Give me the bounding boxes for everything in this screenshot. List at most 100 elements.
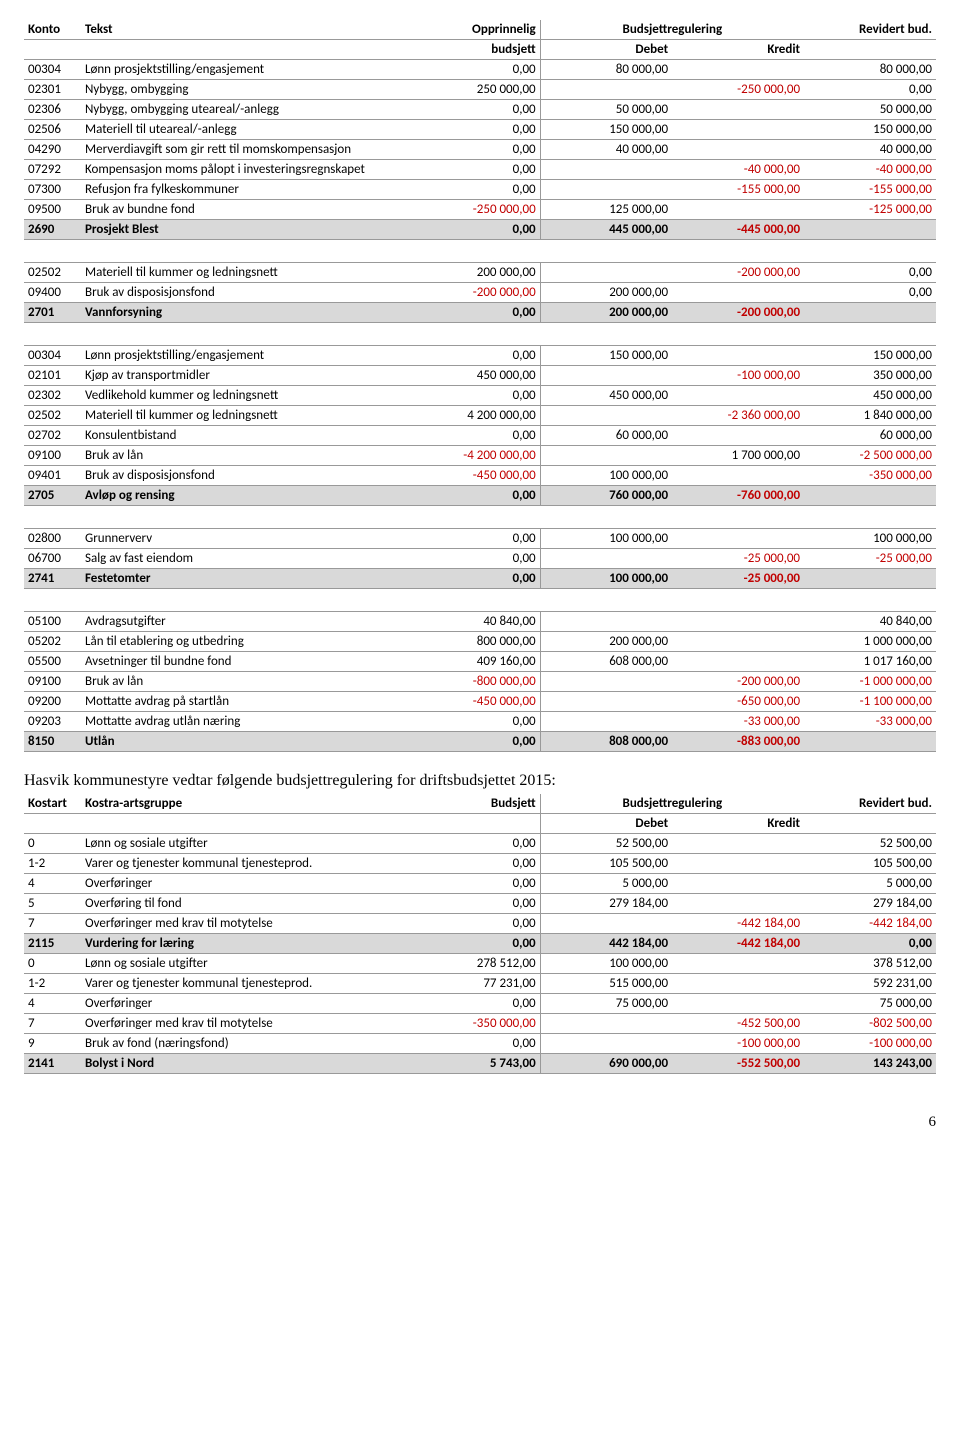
h-opprinnelig: Opprinnelig [408, 20, 540, 40]
value-cell: 5 000,00 [804, 874, 936, 894]
value-cell: 0,00 [408, 834, 540, 854]
text-cell: Bruk av disposisjonsfond [81, 283, 408, 303]
budget-table-1: Konto Tekst Opprinnelig Budsjettreguleri… [24, 20, 936, 752]
value-cell: 0,00 [408, 549, 540, 569]
value-cell: 0,00 [408, 712, 540, 732]
konto-cell: 07300 [24, 180, 81, 200]
page-number: 6 [24, 1114, 936, 1131]
h2-kredit: Kredit [672, 814, 804, 834]
konto-cell: 09200 [24, 692, 81, 712]
value-cell: 150 000,00 [804, 120, 936, 140]
value-cell [672, 994, 804, 1014]
value-cell [672, 529, 804, 549]
value-cell: 77 231,00 [408, 974, 540, 994]
text-cell: Bruk av bundne fond [81, 200, 408, 220]
value-cell [672, 834, 804, 854]
value-cell: 592 231,00 [804, 974, 936, 994]
konto-cell: 02306 [24, 100, 81, 120]
text-cell: Vedlikehold kummer og ledningsnett [81, 386, 408, 406]
value-cell [672, 632, 804, 652]
konto-cell: 09100 [24, 672, 81, 692]
value-cell [540, 263, 672, 283]
value-cell: 1 000 000,00 [804, 632, 936, 652]
konto-cell: 09400 [24, 283, 81, 303]
text-cell: Materiell til uteareal/-anlegg [81, 120, 408, 140]
value-cell: -1 100 000,00 [804, 692, 936, 712]
table-row: 02506Materiell til uteareal/-anlegg0,001… [24, 120, 936, 140]
table-row: 02101Kjøp av transportmidler450 000,00-1… [24, 366, 936, 386]
konto-cell: 02506 [24, 120, 81, 140]
konto-cell: 2741 [24, 569, 81, 589]
value-cell: -200 000,00 [672, 263, 804, 283]
konto-cell: 02502 [24, 263, 81, 283]
value-cell: 0,00 [408, 346, 540, 366]
text-cell: Avløp og rensing [81, 486, 408, 506]
h-budsjett: budsjett [408, 40, 540, 60]
value-cell: 800 000,00 [408, 632, 540, 652]
value-cell: 608 000,00 [540, 652, 672, 672]
spacer-row [24, 589, 936, 612]
h2-budsjettreg: Budsjettregulering [540, 794, 804, 814]
h2-revidert: Revidert bud. [804, 794, 936, 814]
value-cell [540, 1034, 672, 1054]
value-cell: 60 000,00 [804, 426, 936, 446]
text-cell: Avdragsutgifter [81, 612, 408, 632]
value-cell: -250 000,00 [672, 80, 804, 100]
value-cell [804, 220, 936, 240]
value-cell: 442 184,00 [540, 934, 672, 954]
value-cell: -442 184,00 [672, 914, 804, 934]
value-cell: 0,00 [408, 894, 540, 914]
text-cell: Overføringer med krav til motytelse [81, 914, 408, 934]
text-cell: Materiell til kummer og ledningsnett [81, 406, 408, 426]
konto-cell: 05100 [24, 612, 81, 632]
value-cell: 5 000,00 [540, 874, 672, 894]
table-row: 05202Lån til etablering og utbedring800 … [24, 632, 936, 652]
value-cell: -552 500,00 [672, 1054, 804, 1074]
value-cell: 4 200 000,00 [408, 406, 540, 426]
value-cell: 445 000,00 [540, 220, 672, 240]
value-cell [540, 712, 672, 732]
value-cell: 0,00 [408, 60, 540, 80]
value-cell: 0,00 [804, 263, 936, 283]
value-cell [672, 894, 804, 914]
intro-text: Hasvik kommunestyre vedtar følgende buds… [24, 772, 936, 790]
value-cell: 0,00 [408, 529, 540, 549]
konto-cell: 9 [24, 1034, 81, 1054]
text-cell: Varer og tjenester kommunal tjenesteprod… [81, 974, 408, 994]
h-kredit: Kredit [672, 40, 804, 60]
value-cell: 52 500,00 [804, 834, 936, 854]
value-cell [672, 346, 804, 366]
konto-cell: 02302 [24, 386, 81, 406]
konto-cell: 05500 [24, 652, 81, 672]
value-cell [540, 80, 672, 100]
value-cell: 0,00 [408, 874, 540, 894]
text-cell: Lån til etablering og utbedring [81, 632, 408, 652]
table-row: 06700Salg av fast eiendom0,00-25 000,00-… [24, 549, 936, 569]
value-cell: -33 000,00 [804, 712, 936, 732]
value-cell: 0,00 [408, 426, 540, 446]
h-debet: Debet [540, 40, 672, 60]
text-cell: Grunnerverv [81, 529, 408, 549]
konto-cell: 0 [24, 834, 81, 854]
value-cell: -452 500,00 [672, 1014, 804, 1034]
value-cell: -760 000,00 [672, 486, 804, 506]
summary-row: 2705Avløp og rensing0,00760 000,00-760 0… [24, 486, 936, 506]
value-cell: 80 000,00 [804, 60, 936, 80]
value-cell [672, 652, 804, 672]
konto-cell: 2141 [24, 1054, 81, 1074]
value-cell: -650 000,00 [672, 692, 804, 712]
value-cell: 0,00 [408, 914, 540, 934]
value-cell: 378 512,00 [804, 954, 936, 974]
summary-row: 8150Utlån0,00808 000,00-883 000,00 [24, 732, 936, 752]
konto-cell: 1-2 [24, 974, 81, 994]
konto-cell: 04290 [24, 140, 81, 160]
value-cell: -40 000,00 [804, 160, 936, 180]
konto-cell: 02502 [24, 406, 81, 426]
konto-cell: 09401 [24, 466, 81, 486]
text-cell: Bruk av disposisjonsfond [81, 466, 408, 486]
table-row: 9Bruk av fond (næringsfond)0,00-100 000,… [24, 1034, 936, 1054]
value-cell: 0,00 [408, 180, 540, 200]
value-cell: 450 000,00 [540, 386, 672, 406]
text-cell: Lønn og sosiale utgifter [81, 834, 408, 854]
konto-cell: 00304 [24, 60, 81, 80]
